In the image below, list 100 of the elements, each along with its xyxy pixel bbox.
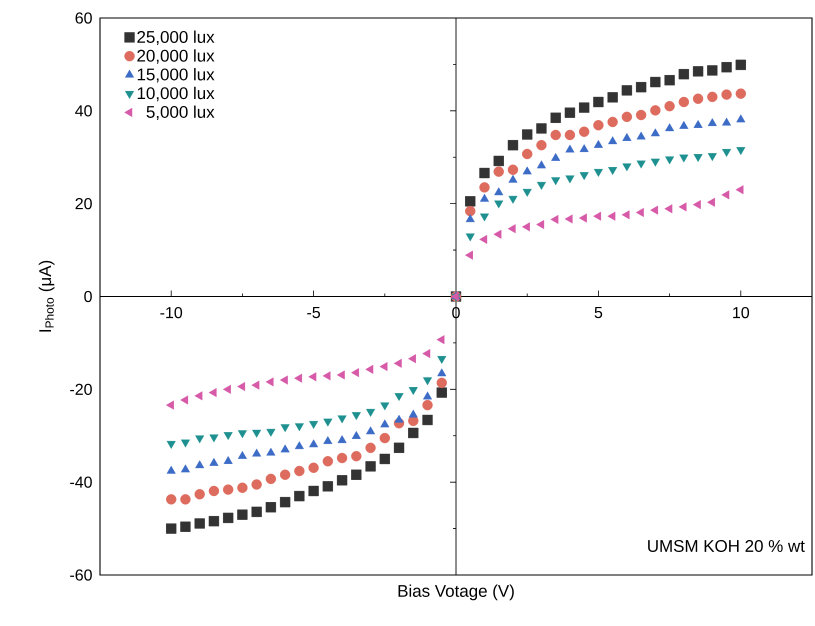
legend-label: 20,000 lux <box>137 49 214 64</box>
point <box>550 130 561 140</box>
point <box>408 428 418 438</box>
point <box>422 349 430 358</box>
point <box>707 92 718 102</box>
y-tick-label: -40 <box>70 476 92 488</box>
point <box>736 60 746 70</box>
point <box>536 123 547 134</box>
point <box>266 448 276 456</box>
point <box>636 82 646 92</box>
point <box>408 416 418 426</box>
point <box>550 112 561 123</box>
point <box>679 120 688 129</box>
point <box>336 475 348 486</box>
y-tick-label: 40 <box>75 105 92 116</box>
point <box>252 448 262 457</box>
point <box>280 424 290 432</box>
point <box>351 368 360 378</box>
point <box>465 196 476 207</box>
point <box>336 452 348 464</box>
point <box>664 75 675 86</box>
point <box>607 116 618 128</box>
point <box>351 450 362 462</box>
point <box>322 481 334 492</box>
point <box>664 101 675 112</box>
point <box>408 354 416 364</box>
point <box>736 114 746 122</box>
point <box>479 168 490 178</box>
point <box>238 430 247 438</box>
point <box>237 482 248 493</box>
point <box>408 387 418 395</box>
point <box>479 182 490 193</box>
point <box>622 210 630 220</box>
point <box>380 362 388 372</box>
point <box>522 129 532 140</box>
point <box>494 156 504 166</box>
point <box>336 370 345 380</box>
point <box>436 378 447 388</box>
point <box>536 182 546 190</box>
point <box>636 208 644 217</box>
point <box>180 494 191 505</box>
point <box>394 414 404 423</box>
point <box>593 96 604 108</box>
point <box>565 144 574 153</box>
point <box>180 464 190 472</box>
point <box>707 198 716 207</box>
point <box>394 358 402 368</box>
point <box>608 167 618 175</box>
point <box>580 172 589 180</box>
point <box>294 423 304 432</box>
point <box>694 120 703 128</box>
point <box>736 147 746 155</box>
y-axis-title: I$_{Photo}$ (μA) <box>38 260 54 332</box>
point <box>294 490 305 502</box>
point <box>564 130 576 140</box>
point <box>266 377 274 386</box>
point <box>678 68 690 80</box>
point <box>380 419 390 428</box>
point <box>437 368 446 376</box>
x-axis-title: Bias Votage (V) <box>398 584 514 600</box>
point <box>180 522 191 532</box>
point <box>237 382 246 392</box>
point <box>208 388 217 398</box>
point <box>266 428 276 437</box>
point <box>422 400 433 410</box>
legend-label: 25,000 lux <box>137 30 214 45</box>
point <box>166 440 176 449</box>
point <box>237 509 248 520</box>
point <box>636 132 646 140</box>
point <box>480 214 489 222</box>
point <box>294 441 304 450</box>
point <box>678 202 687 212</box>
point <box>607 212 616 221</box>
point <box>266 502 276 512</box>
point <box>309 439 318 448</box>
y-tick-label: -60 <box>70 569 92 581</box>
point <box>508 224 516 234</box>
point <box>494 230 502 239</box>
point <box>694 154 703 162</box>
point <box>338 435 347 444</box>
point <box>208 516 220 526</box>
x-tick-label: 10 <box>733 306 750 318</box>
point <box>180 395 188 405</box>
point <box>508 174 518 183</box>
point <box>636 110 646 120</box>
point <box>580 144 589 152</box>
legend-label: 15,000 lux <box>138 68 214 82</box>
point <box>380 432 390 444</box>
point <box>522 222 530 232</box>
point <box>238 450 247 459</box>
point <box>650 76 661 88</box>
point <box>222 384 231 394</box>
point <box>650 158 660 167</box>
point <box>466 214 475 222</box>
point <box>578 126 590 137</box>
point <box>721 89 732 100</box>
point <box>551 152 560 161</box>
point <box>508 140 518 150</box>
y-tick-label: -20 <box>70 384 92 395</box>
point <box>222 484 234 495</box>
